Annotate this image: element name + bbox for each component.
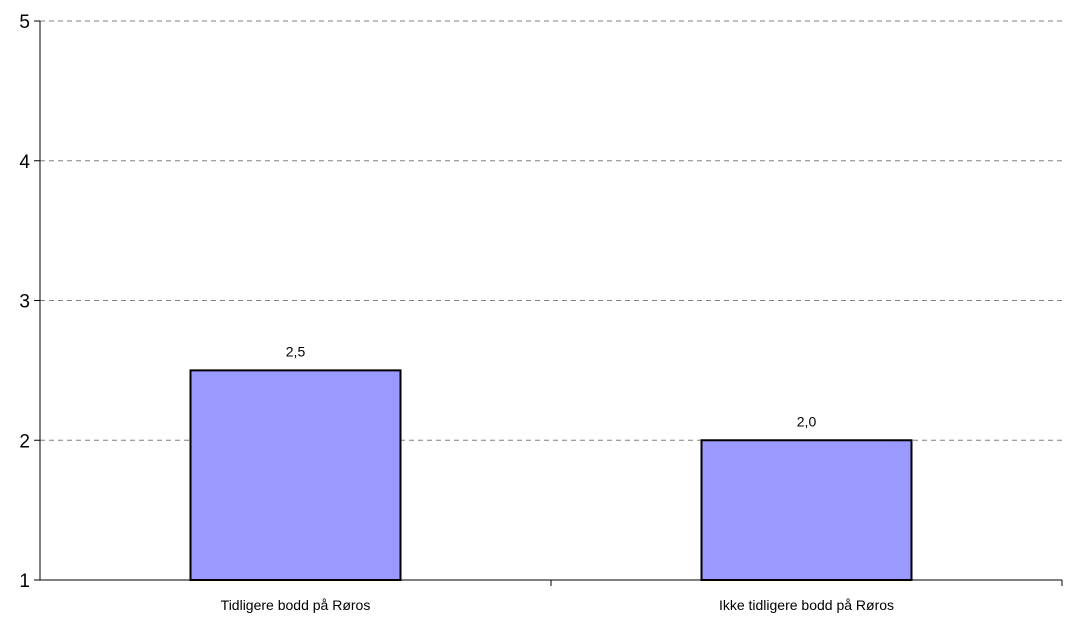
y-tick-label: 3	[19, 292, 30, 313]
y-tick-label: 1	[19, 571, 30, 592]
labels: 2,5 Tidligere bodd på Røros 2,0 Ikke tidlig…	[19, 12, 894, 613]
x-tick-label: Ikke tidligere bodd på Røros	[719, 597, 894, 613]
y-tick-label: 4	[19, 152, 30, 173]
x-tick-label: Tidligere bodd på Røros	[221, 597, 371, 613]
data-label: 2,0	[797, 413, 817, 429]
bars	[189, 369, 913, 581]
y-tick-label: 2	[19, 431, 30, 452]
y-tick-label: 5	[19, 12, 30, 33]
bar	[189, 369, 402, 581]
bar	[700, 439, 913, 581]
data-label: 2,5	[286, 343, 306, 359]
axes	[34, 20, 1063, 586]
